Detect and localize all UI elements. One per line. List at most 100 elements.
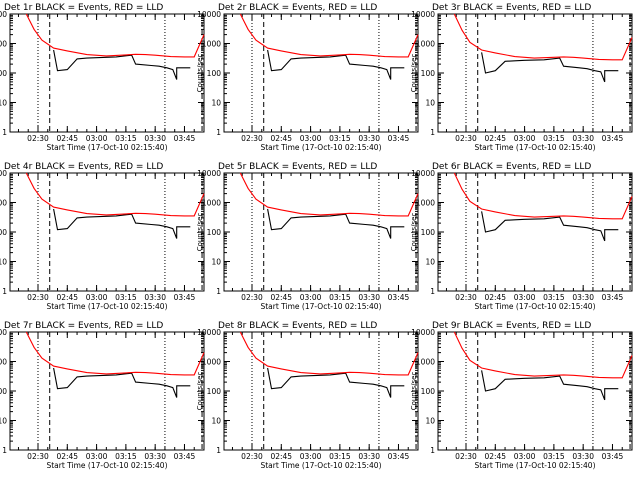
plot-frame — [9, 172, 205, 292]
y-tick-label: 10000 — [0, 169, 7, 178]
x-tick-label: 02:45 — [484, 293, 506, 302]
y-tick-label: 10 — [0, 417, 7, 426]
x-axis-label: Start Time (17-Oct-10 02:15:40) — [260, 461, 381, 470]
chart-panel: Det 6r BLACK = Events, RED = LLD 1 10 100 10… — [410, 162, 633, 311]
x-tick-label: 02:30 — [241, 452, 263, 461]
y-axis-label: Counts/sec — [196, 372, 204, 411]
y-tick-label: 1 — [430, 128, 435, 137]
y-tick-label: 100 — [207, 69, 222, 78]
x-tick-label: 03:00 — [300, 293, 322, 302]
y-axis-label: Counts/sec — [196, 54, 204, 93]
y-tick-label: 1000 — [416, 199, 435, 208]
x-tick-label: 03:30 — [572, 134, 594, 143]
y-tick-label: 1000 — [0, 358, 7, 367]
x-tick-label: 03:00 — [514, 452, 536, 461]
x-tick-label: 03:00 — [86, 134, 108, 143]
chart-panel: Det 7r BLACK = Events, RED = LLD 1 10 100 10… — [0, 321, 205, 470]
x-tick-label: 03:45 — [174, 293, 196, 302]
y-tick-label: 10 — [211, 99, 221, 108]
x-tick-label: 02:45 — [56, 293, 78, 302]
y-axis-label: Counts/sec — [410, 213, 418, 252]
y-tick-label: 1000 — [202, 40, 221, 49]
y-tick-label: 10 — [211, 258, 221, 267]
y-tick-label: 100 — [421, 228, 436, 237]
x-tick-label: 02:45 — [56, 452, 78, 461]
chart-panel: Det 1r BLACK = Events, RED = LLD 1 10 100 10… — [0, 3, 205, 152]
x-tick-label: 03:15 — [543, 134, 565, 143]
x-tick-label: 03:00 — [86, 293, 108, 302]
x-tick-label: 02:30 — [27, 134, 49, 143]
x-tick-label: 03:45 — [174, 452, 196, 461]
x-axis-label: Start Time (17-Oct-10 02:15:40) — [260, 302, 381, 311]
events-series-line — [481, 52, 619, 83]
chart-title: Det 2r BLACK = Events, RED = LLD — [218, 3, 377, 13]
y-tick-label: 1000 — [416, 40, 435, 49]
x-tick-label: 03:00 — [300, 452, 322, 461]
y-tick-label: 1 — [216, 287, 221, 296]
x-tick-label: 03:15 — [115, 134, 137, 143]
y-tick-label: 100 — [421, 69, 436, 78]
chart-panel: Det 9r BLACK = Events, RED = LLD 1 10 100 10… — [410, 321, 633, 470]
x-tick-label: 03:30 — [144, 134, 166, 143]
chart-panel: Det 4r BLACK = Events, RED = LLD 1 10 100 10… — [0, 162, 205, 311]
x-tick-label: 02:30 — [455, 134, 477, 143]
lld-series-line — [453, 172, 633, 220]
y-tick-label: 1000 — [416, 358, 435, 367]
x-tick-label: 02:45 — [484, 134, 506, 143]
events-series-line — [481, 370, 619, 401]
x-tick-label: 02:30 — [27, 293, 49, 302]
x-tick-label: 02:30 — [241, 293, 263, 302]
y-tick-label: 10000 — [197, 169, 221, 178]
y-tick-label: 1 — [216, 128, 221, 137]
y-tick-label: 1 — [216, 446, 221, 455]
y-axis-label: Counts/sec — [410, 372, 418, 411]
y-tick-label: 10000 — [411, 169, 435, 178]
y-tick-label: 1 — [430, 287, 435, 296]
chart-title: Det 5r BLACK = Events, RED = LLD — [218, 162, 377, 172]
y-tick-label: 100 — [421, 387, 436, 396]
plot-frame — [223, 172, 419, 292]
x-tick-label: 02:45 — [484, 452, 506, 461]
y-tick-label: 10000 — [411, 10, 435, 19]
x-tick-label: 03:30 — [572, 452, 594, 461]
plot-frame — [437, 172, 633, 292]
y-tick-label: 10 — [0, 258, 7, 267]
x-tick-label: 03:15 — [329, 134, 351, 143]
x-tick-label: 03:15 — [543, 293, 565, 302]
x-tick-label: 03:00 — [300, 134, 322, 143]
events-series-line — [267, 49, 405, 80]
y-tick-label: 1 — [430, 446, 435, 455]
chart-panel: Det 5r BLACK = Events, RED = LLD 1 10 100 10… — [196, 162, 419, 311]
lld-series-line — [453, 331, 633, 379]
y-tick-label: 1000 — [202, 199, 221, 208]
chart-title: Det 8r BLACK = Events, RED = LLD — [218, 321, 377, 331]
x-tick-label: 03:30 — [572, 293, 594, 302]
x-tick-label: 03:30 — [358, 134, 380, 143]
y-tick-label: 1000 — [202, 358, 221, 367]
chart-title: Det 9r BLACK = Events, RED = LLD — [432, 321, 591, 331]
lld-series-line — [25, 172, 205, 217]
chart-panel: Det 8r BLACK = Events, RED = LLD 1 10 100 10… — [196, 321, 419, 470]
x-axis-label: Start Time (17-Oct-10 02:15:40) — [46, 143, 167, 152]
y-tick-label: 10000 — [197, 10, 221, 19]
x-tick-label: 03:45 — [174, 134, 196, 143]
chart-title: Det 6r BLACK = Events, RED = LLD — [432, 162, 591, 172]
x-tick-label: 03:45 — [602, 293, 624, 302]
x-tick-label: 03:30 — [144, 452, 166, 461]
x-tick-label: 03:30 — [144, 293, 166, 302]
y-tick-label: 100 — [207, 387, 222, 396]
x-tick-label: 02:45 — [270, 452, 292, 461]
x-tick-label: 03:45 — [602, 134, 624, 143]
chart-title: Det 3r BLACK = Events, RED = LLD — [432, 3, 591, 13]
chart-panel: Det 2r BLACK = Events, RED = LLD 1 10 100 10… — [196, 3, 419, 152]
x-tick-label: 03:15 — [329, 293, 351, 302]
y-axis-label: Counts/sec — [410, 54, 418, 93]
chart-panel: Det 3r BLACK = Events, RED = LLD 1 10 100 10… — [410, 3, 633, 152]
y-tick-label: 100 — [0, 69, 7, 78]
chart-title: Det 4r BLACK = Events, RED = LLD — [4, 162, 163, 172]
events-series-line — [267, 208, 405, 239]
x-tick-label: 02:45 — [270, 293, 292, 302]
lld-series-line — [239, 331, 419, 376]
y-tick-label: 1000 — [0, 40, 7, 49]
